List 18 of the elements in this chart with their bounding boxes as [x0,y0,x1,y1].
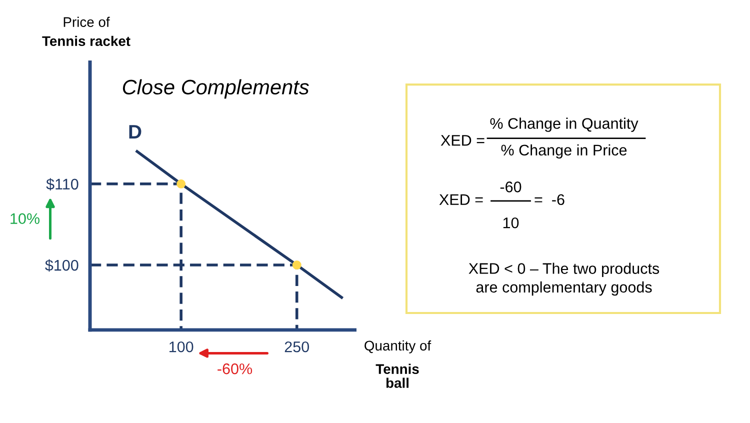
text: % Change in Quantity [490,118,638,132]
annotation: D [129,125,142,138]
x-tick-label: 100 [170,341,194,352]
y-tick-label: $110 [46,178,78,190]
text: -60% [218,363,252,374]
y-tick-label: $100 [45,259,78,272]
text: 10 [503,217,519,228]
x-axis-title: Quantity of Tennis ball [364,340,432,388]
text: -60 [500,182,522,192]
text: XED = [439,194,483,205]
text: Close Complements [122,79,309,99]
text: 10% [10,213,40,224]
text: = -6 [534,194,564,206]
text: % Change in Price [501,144,627,159]
x-tick-label: 250 [284,341,310,352]
text: XED < 0 – The two products are complementary goods [468,262,660,296]
y-axis-title: Price of Tennis racket [42,16,130,46]
text: XED = [440,135,484,146]
